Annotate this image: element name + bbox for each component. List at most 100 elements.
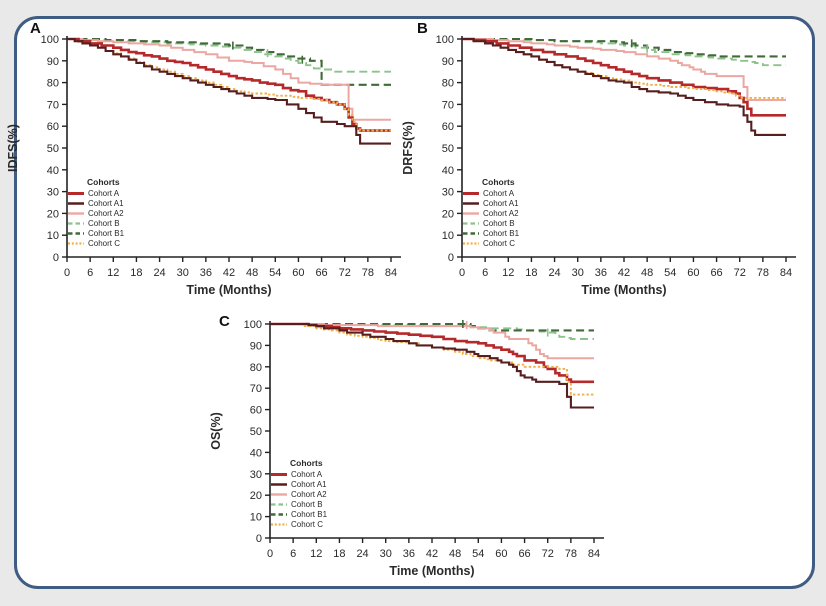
svg-text:30: 30	[47, 187, 59, 199]
svg-text:DRFS(%): DRFS(%)	[401, 121, 415, 174]
svg-text:24: 24	[548, 267, 560, 279]
svg-text:18: 18	[130, 267, 142, 279]
svg-text:IDFS(%): IDFS(%)	[6, 124, 20, 172]
svg-text:Cohort B1: Cohort B1	[291, 510, 328, 519]
svg-text:Cohort A2: Cohort A2	[88, 209, 124, 218]
svg-text:12: 12	[502, 267, 514, 279]
svg-text:36: 36	[200, 267, 212, 279]
figure-frame: A B C 0 10 20 30 40 50 60 70 80 90 100 0 6 12 18 24 30 36…	[6, 16, 815, 589]
svg-text:10: 10	[442, 230, 454, 242]
svg-text:Cohort B1: Cohort B1	[483, 229, 520, 238]
svg-text:6: 6	[87, 267, 93, 279]
panel-label-a: A	[30, 20, 41, 37]
svg-text:50: 50	[47, 143, 59, 155]
svg-text:Cohort C: Cohort C	[483, 239, 515, 248]
svg-text:30: 30	[177, 267, 189, 279]
svg-text:24: 24	[356, 548, 368, 560]
svg-text:60: 60	[292, 267, 304, 279]
svg-text:Cohort B: Cohort B	[483, 219, 515, 228]
svg-text:72: 72	[542, 548, 554, 560]
svg-text:48: 48	[449, 548, 461, 560]
svg-text:36: 36	[403, 548, 415, 560]
svg-text:OS(%): OS(%)	[209, 412, 223, 450]
svg-text:Cohort A: Cohort A	[88, 189, 120, 198]
svg-text:0: 0	[64, 267, 70, 279]
svg-text:48: 48	[246, 267, 258, 279]
svg-text:66: 66	[518, 548, 530, 560]
svg-text:0: 0	[448, 252, 454, 264]
svg-text:18: 18	[333, 548, 345, 560]
svg-text:80: 80	[250, 362, 262, 374]
svg-text:90: 90	[47, 56, 59, 68]
svg-text:66: 66	[315, 267, 327, 279]
svg-text:30: 30	[380, 548, 392, 560]
svg-text:84: 84	[588, 548, 600, 560]
svg-text:10: 10	[250, 512, 262, 524]
svg-text:20: 20	[47, 208, 59, 220]
km-chart-drfs: 0 10 20 30 40 50 60 70 80 90 100 0 6 12 18 24 30 36 42 48 54…	[401, 34, 796, 297]
panel-label-c: C	[219, 313, 230, 330]
svg-text:30: 30	[250, 469, 262, 481]
svg-text:20: 20	[250, 490, 262, 502]
svg-text:Cohorts: Cohorts	[290, 458, 323, 468]
svg-text:70: 70	[250, 383, 262, 395]
svg-text:80: 80	[442, 78, 454, 90]
km-chart-idfs: 0 10 20 30 40 50 60 70 80 90 100 0 6 12 18 24 30 36 42 48 54…	[6, 34, 401, 297]
svg-text:Cohort A1: Cohort A1	[483, 199, 519, 208]
svg-text:72: 72	[339, 267, 351, 279]
svg-text:Cohort A2: Cohort A2	[483, 209, 519, 218]
svg-text:6: 6	[482, 267, 488, 279]
svg-text:42: 42	[618, 267, 630, 279]
svg-text:50: 50	[442, 143, 454, 155]
svg-text:18: 18	[525, 267, 537, 279]
svg-text:Cohorts: Cohorts	[87, 177, 120, 187]
svg-text:Cohort A: Cohort A	[291, 470, 323, 479]
svg-text:Time (Months): Time (Months)	[581, 283, 666, 297]
svg-text:60: 60	[47, 121, 59, 133]
svg-text:0: 0	[53, 252, 59, 264]
svg-text:100: 100	[41, 34, 59, 46]
svg-text:Cohort B1: Cohort B1	[88, 229, 125, 238]
svg-text:0: 0	[267, 548, 273, 560]
svg-text:80: 80	[47, 78, 59, 90]
svg-text:20: 20	[442, 208, 454, 220]
svg-text:0: 0	[256, 533, 262, 545]
svg-text:40: 40	[442, 165, 454, 177]
svg-text:10: 10	[47, 230, 59, 242]
svg-text:72: 72	[734, 267, 746, 279]
svg-text:54: 54	[664, 267, 676, 279]
svg-text:Cohort A: Cohort A	[483, 189, 515, 198]
svg-text:30: 30	[442, 187, 454, 199]
svg-text:Cohort C: Cohort C	[88, 239, 120, 248]
svg-text:60: 60	[442, 121, 454, 133]
svg-text:6: 6	[290, 548, 296, 560]
svg-text:Cohort A1: Cohort A1	[88, 199, 124, 208]
svg-text:12: 12	[107, 267, 119, 279]
svg-text:90: 90	[250, 340, 262, 352]
svg-text:78: 78	[565, 548, 577, 560]
svg-text:60: 60	[687, 267, 699, 279]
svg-text:24: 24	[153, 267, 165, 279]
svg-text:30: 30	[572, 267, 584, 279]
svg-text:Cohort A2: Cohort A2	[291, 490, 327, 499]
svg-text:50: 50	[250, 426, 262, 438]
panel-label-b: B	[417, 20, 428, 37]
svg-text:Cohort B: Cohort B	[291, 500, 323, 509]
svg-text:78: 78	[757, 267, 769, 279]
svg-text:40: 40	[250, 447, 262, 459]
svg-text:0: 0	[459, 267, 465, 279]
svg-text:Cohorts: Cohorts	[482, 177, 515, 187]
svg-text:Time (Months): Time (Months)	[186, 283, 271, 297]
svg-text:70: 70	[442, 99, 454, 111]
svg-text:42: 42	[223, 267, 235, 279]
svg-text:66: 66	[710, 267, 722, 279]
svg-text:54: 54	[269, 267, 281, 279]
svg-text:12: 12	[310, 548, 322, 560]
svg-text:36: 36	[595, 267, 607, 279]
svg-text:Cohort A1: Cohort A1	[291, 480, 327, 489]
svg-text:Cohort C: Cohort C	[291, 520, 323, 529]
svg-text:100: 100	[436, 34, 454, 46]
svg-text:Cohort B: Cohort B	[88, 219, 120, 228]
km-chart-os: 0 10 20 30 40 50 60 70 80 90 100 0 6 12 18 24 30 36 42 48 54…	[209, 319, 604, 578]
